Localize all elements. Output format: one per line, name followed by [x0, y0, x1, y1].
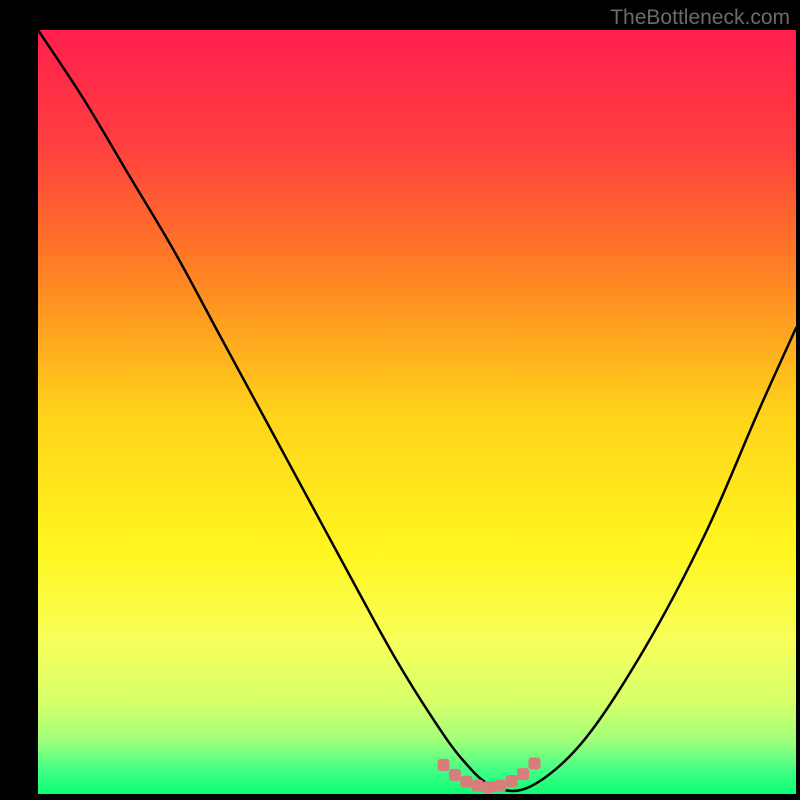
- chart-svg: [0, 0, 800, 800]
- plateau-marker: [517, 768, 529, 780]
- plateau-marker: [494, 780, 506, 792]
- plateau-marker: [528, 757, 540, 769]
- plateau-marker: [506, 775, 518, 787]
- plot-background: [38, 30, 796, 794]
- plateau-marker: [472, 780, 484, 792]
- watermark-text: TheBottleneck.com: [610, 6, 790, 30]
- bottleneck-chart: TheBottleneck.com: [0, 0, 800, 800]
- plateau-marker: [483, 781, 495, 793]
- plateau-marker: [460, 776, 472, 788]
- plateau-marker: [449, 769, 461, 781]
- plateau-marker: [438, 759, 450, 771]
